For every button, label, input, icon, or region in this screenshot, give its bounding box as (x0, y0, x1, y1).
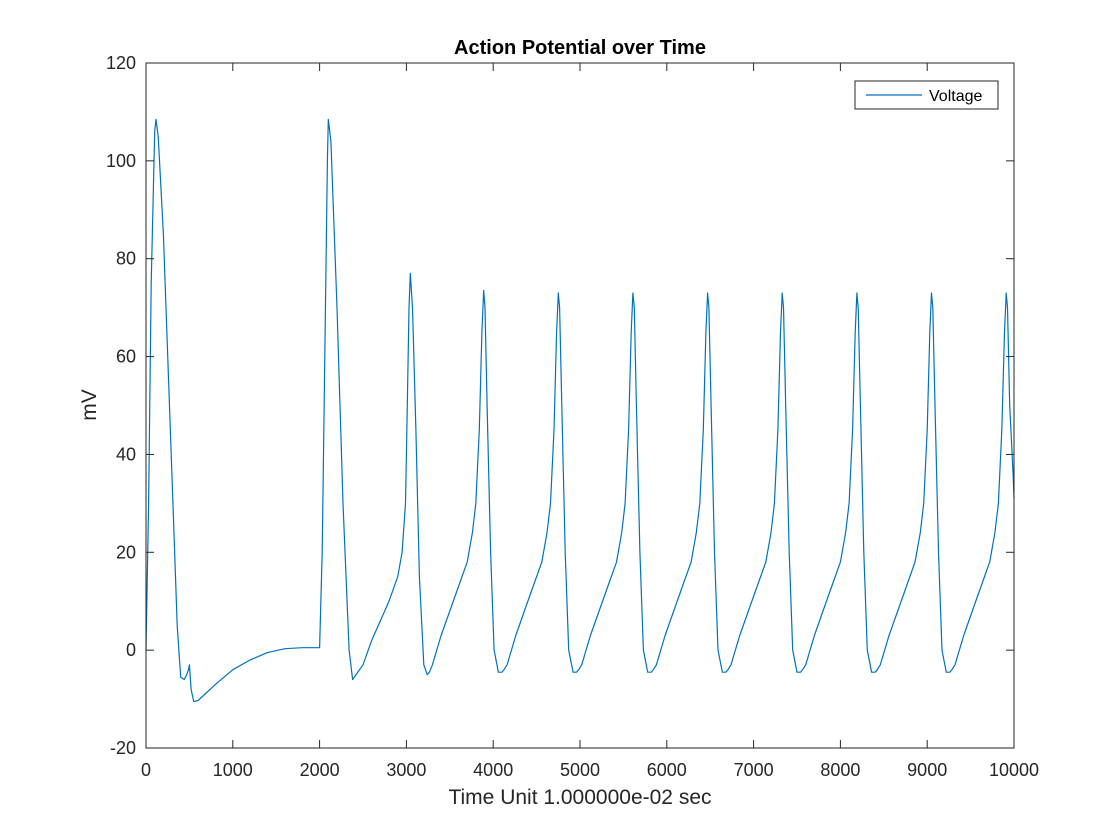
plot-area (146, 63, 1014, 748)
x-tick-label: 5000 (560, 760, 600, 780)
legend: Voltage (854, 80, 999, 110)
x-tick-label: 4000 (473, 760, 513, 780)
x-tick-label: 10000 (989, 760, 1039, 780)
x-tick-label: 6000 (647, 760, 687, 780)
x-axis-label: Time Unit 1.000000e-02 sec (448, 786, 711, 809)
x-tick-label: 7000 (734, 760, 774, 780)
y-tick-label: 0 (126, 640, 136, 660)
y-tick-label: 120 (106, 53, 136, 73)
y-axis-ticks: -20 0 20 40 60 80 100 120 (106, 53, 1014, 758)
y-tick-label: 60 (116, 347, 136, 367)
x-tick-label: 9000 (907, 760, 947, 780)
x-tick-label: 0 (141, 760, 151, 780)
x-tick-label: 2000 (300, 760, 340, 780)
series-layer (145, 118, 1015, 703)
x-tick-label: 8000 (820, 760, 860, 780)
y-tick-label: -20 (110, 738, 136, 758)
chart-title: Action Potential over Time (454, 37, 706, 59)
y-tick-label: 100 (106, 151, 136, 171)
y-axis-label: mV (78, 389, 101, 421)
y-tick-label: 80 (116, 249, 136, 269)
y-tick-label: 20 (116, 542, 136, 562)
legend-label-voltage: Voltage (929, 88, 982, 105)
series-line-voltage (145, 118, 1015, 703)
y-tick-label: 40 (116, 444, 136, 464)
x-tick-label: 1000 (213, 760, 253, 780)
x-axis-ticks: 0 1000 2000 3000 4000 5000 6000 7000 8000 9000 100… (141, 63, 1039, 780)
x-tick-label: 3000 (386, 760, 426, 780)
